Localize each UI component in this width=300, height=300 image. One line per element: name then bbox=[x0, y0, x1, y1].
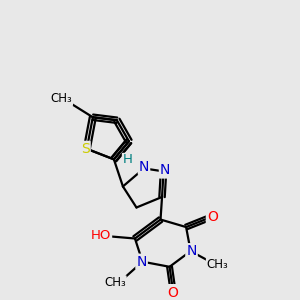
Text: N: N bbox=[139, 160, 149, 174]
Text: O: O bbox=[167, 286, 178, 300]
Text: S: S bbox=[81, 142, 90, 156]
Text: H: H bbox=[122, 154, 132, 166]
Text: O: O bbox=[207, 209, 218, 224]
Text: CH₃: CH₃ bbox=[50, 92, 72, 105]
Text: CH₃: CH₃ bbox=[207, 258, 229, 271]
Text: HO: HO bbox=[91, 229, 111, 242]
Text: N: N bbox=[186, 244, 197, 258]
Text: CH₃: CH₃ bbox=[104, 276, 126, 289]
Text: N: N bbox=[136, 255, 147, 269]
Text: N: N bbox=[160, 164, 170, 178]
